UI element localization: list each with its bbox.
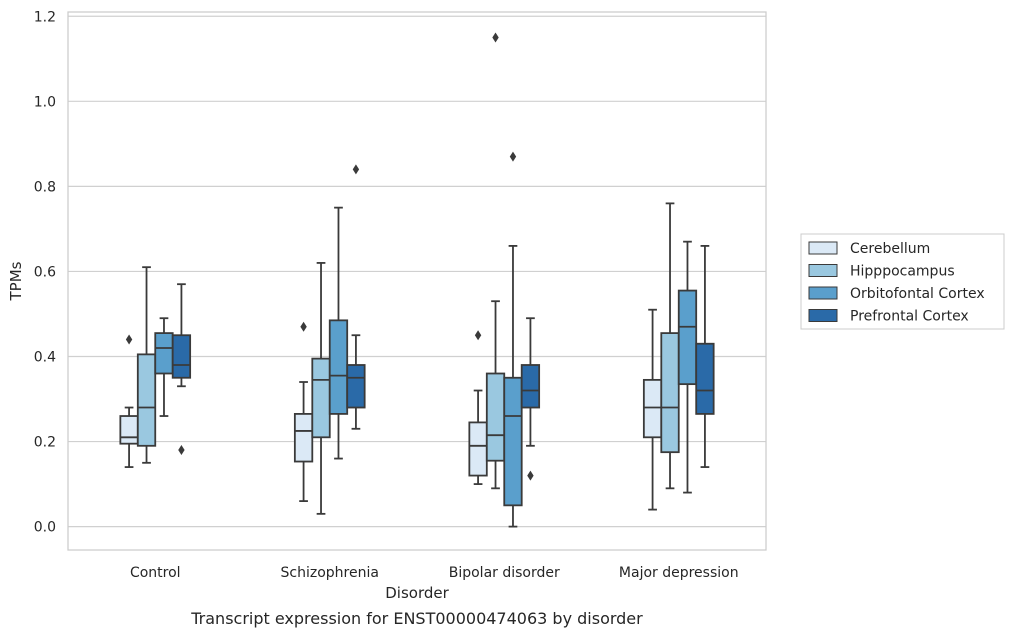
iqr-box xyxy=(328,319,349,415)
iqr-box xyxy=(171,334,192,379)
x-tick-label: Schizophrenia xyxy=(281,565,379,581)
box-major-depression xyxy=(642,308,663,511)
iqr-box xyxy=(311,357,331,439)
y-tick-label: 1.2 xyxy=(34,9,56,25)
iqr-box xyxy=(119,415,139,445)
iqr-box xyxy=(695,342,715,415)
iqr-box xyxy=(468,421,488,477)
iqr-box xyxy=(154,332,174,375)
y-tick-labels: 0.0 0.2 0.4 0.6 0.8 1.0 1.2 xyxy=(34,9,56,535)
outlier-marker xyxy=(178,445,185,456)
y-tick-label: 0.6 xyxy=(34,264,56,280)
legend-item: Orbitofontal Cortex xyxy=(808,286,985,302)
x-tick-label: Bipolar disorder xyxy=(449,565,560,581)
box-series-group xyxy=(119,32,715,528)
series-prefrontal-cortex xyxy=(171,164,715,481)
x-tick-label: Major depression xyxy=(619,565,739,581)
box-schizophrenia xyxy=(346,164,366,430)
box-bipolar-disorder xyxy=(503,151,523,528)
legend-item: Prefrontal Cortex xyxy=(808,309,969,325)
iqr-box xyxy=(485,372,506,462)
iqr-box xyxy=(346,364,366,409)
legend-swatch xyxy=(808,264,838,277)
x-axis-label: Disorder xyxy=(385,584,449,602)
y-tick-label: 0.2 xyxy=(34,435,56,451)
series-hipppocampus xyxy=(136,32,680,515)
legend-item: Hipppocampus xyxy=(808,264,955,280)
x-tick-labels: Control Schizophrenia Bipolar disorder Majo… xyxy=(130,565,739,581)
chart-caption: Transcript expression for ENST0000047406… xyxy=(190,609,643,628)
box-major-depression xyxy=(695,245,715,468)
plot-frame xyxy=(67,11,767,551)
iqr-box xyxy=(677,289,698,386)
iqr-box xyxy=(293,413,314,463)
iqr-box xyxy=(642,378,663,439)
box-control xyxy=(136,266,157,464)
box-bipolar-disorder xyxy=(520,317,541,481)
legend-label: Prefrontal Cortex xyxy=(850,309,969,325)
iqr-box xyxy=(660,332,680,454)
iqr-box xyxy=(503,376,523,507)
outlier-marker xyxy=(492,32,499,43)
box-control xyxy=(119,334,139,468)
outlier-marker xyxy=(509,151,517,162)
y-tick-label: 0.8 xyxy=(34,179,56,195)
box-major-depression xyxy=(660,202,680,490)
y-axis-label: TPMs xyxy=(7,261,25,301)
plot-background xyxy=(68,12,766,550)
legend-label: Cerebellum xyxy=(850,241,930,257)
outlier-marker xyxy=(125,334,133,345)
x-tick-label: Control xyxy=(130,565,181,581)
legend-swatch xyxy=(808,286,838,300)
legend: Cerebellum Hipppocampus Orbitofontal Corte… xyxy=(800,233,1005,330)
legend-item: Cerebellum xyxy=(808,241,930,257)
legend-label: Orbitofontal Cortex xyxy=(850,286,985,302)
iqr-box xyxy=(136,353,157,447)
outlier-marker xyxy=(352,164,360,175)
y-tick-label: 0.0 xyxy=(34,520,56,536)
box-bipolar-disorder xyxy=(485,32,506,490)
iqr-box xyxy=(520,364,541,409)
legend-label: Hipppocampus xyxy=(850,264,955,280)
box-control xyxy=(171,283,192,456)
outlier-marker xyxy=(300,321,307,332)
series-orbitofontal-cortex xyxy=(154,151,698,528)
y-tick-label: 0.4 xyxy=(34,349,56,365)
box-major-depression xyxy=(677,240,698,494)
legend-swatch xyxy=(808,241,838,255)
outlier-marker xyxy=(474,330,482,341)
outlier-marker xyxy=(527,470,534,481)
legend-swatch xyxy=(808,309,838,322)
y-tick-label: 1.0 xyxy=(34,94,56,110)
